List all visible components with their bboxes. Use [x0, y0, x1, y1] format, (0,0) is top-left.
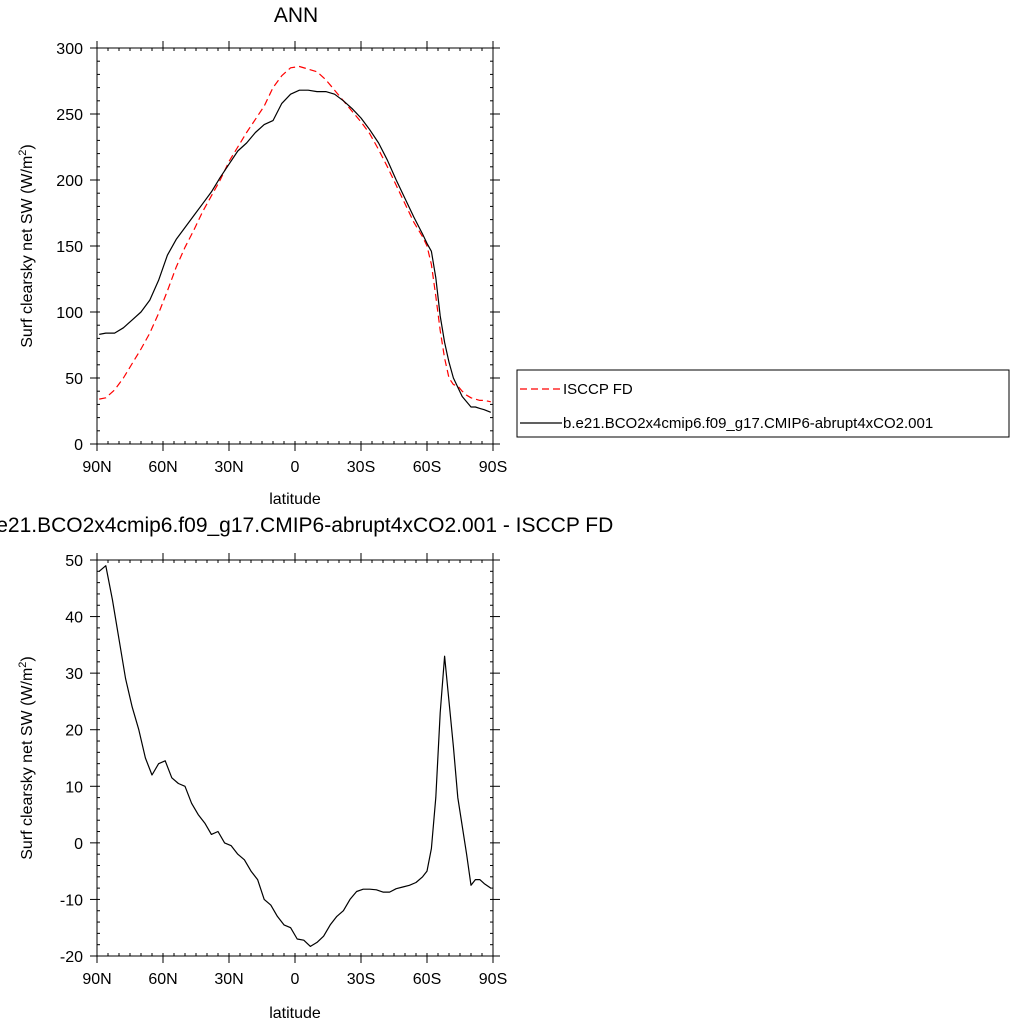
- legend: ISCCP FD b.e21.BCO2x4cmip6.f09_g17.CMIP6…: [516, 369, 1010, 438]
- x-tick-label: 60S: [413, 459, 441, 476]
- x-tick-label: 60S: [413, 971, 441, 988]
- bottom-plot-frame: [96, 559, 494, 957]
- legend-label-isccp: ISCCP FD: [563, 381, 633, 398]
- top-plot-ticks: [90, 41, 500, 451]
- x-tick-label: 90N: [82, 971, 111, 988]
- y-tick-label: 100: [56, 305, 83, 322]
- x-tick-label: 60N: [148, 971, 177, 988]
- bottom-x-axis-title: latitude: [269, 1005, 321, 1022]
- y-tick-label: 300: [56, 41, 83, 58]
- y-tick-label: 250: [56, 107, 83, 124]
- top-plot-series: [99, 65, 492, 413]
- y-tick-label: 30: [65, 666, 83, 683]
- bottom-plot-ticks: [90, 553, 500, 963]
- x-tick-label: 30N: [214, 459, 243, 476]
- x-tick-label: 30N: [214, 971, 243, 988]
- top-panel: ANN 90N 60N 30N 0 30S 60S 90S 0 50 100 150 200 250 3…: [17, 4, 507, 508]
- top-y-tick-labels: 0 50 100 150 200 250 300: [56, 41, 83, 454]
- top-x-tick-labels: 90N 60N 30N 0 30S 60S 90S: [82, 459, 507, 476]
- x-tick-label: 90N: [82, 459, 111, 476]
- legend-label-model: b.e21.BCO2x4cmip6.f09_g17.CMIP6-abrupt4x…: [563, 415, 933, 432]
- y-tick-label: 0: [74, 836, 83, 853]
- x-tick-label: 90S: [479, 459, 507, 476]
- bottom-plot-series: [98, 565, 492, 948]
- y-tick-label: 200: [56, 173, 83, 190]
- bottom-chart-title: b.e21.BCO2x4cmip6.f09_g17.CMIP6-abrupt4x…: [0, 514, 613, 537]
- bottom-y-tick-labels: -20 -10 0 10 20 30 40 50: [60, 553, 83, 966]
- x-tick-label: 90S: [479, 971, 507, 988]
- top-y-axis-title: Surf clearsky net SW (W/m2): [17, 144, 36, 347]
- bottom-x-tick-labels: 90N 60N 30N 0 30S 60S 90S: [82, 971, 507, 988]
- bottom-panel: b.e21.BCO2x4cmip6.f09_g17.CMIP6-abrupt4x…: [0, 514, 613, 1022]
- bottom-y-axis-title: Surf clearsky net SW (W/m2): [17, 656, 36, 859]
- y-tick-label: -20: [60, 949, 83, 966]
- x-tick-label: 30S: [347, 971, 375, 988]
- top-chart-title: ANN: [274, 4, 318, 27]
- series-line-1: [99, 89, 492, 413]
- series-line-0: [99, 65, 491, 403]
- y-tick-label: 150: [56, 239, 83, 256]
- series-line-0: [98, 565, 492, 948]
- y-tick-label: 40: [65, 610, 83, 627]
- y-tick-label: 0: [74, 437, 83, 454]
- x-tick-label: 60N: [148, 459, 177, 476]
- y-tick-label: -10: [60, 892, 83, 909]
- top-plot-frame: [96, 47, 494, 445]
- legend-box: [516, 369, 1010, 438]
- y-tick-label: 10: [65, 779, 83, 796]
- y-tick-label: 20: [65, 723, 83, 740]
- x-tick-label: 30S: [347, 459, 375, 476]
- top-x-axis-title: latitude: [269, 491, 321, 508]
- x-tick-label: 0: [291, 971, 300, 988]
- y-tick-label: 50: [65, 371, 83, 388]
- x-tick-label: 0: [291, 459, 300, 476]
- y-tick-label: 50: [65, 553, 83, 570]
